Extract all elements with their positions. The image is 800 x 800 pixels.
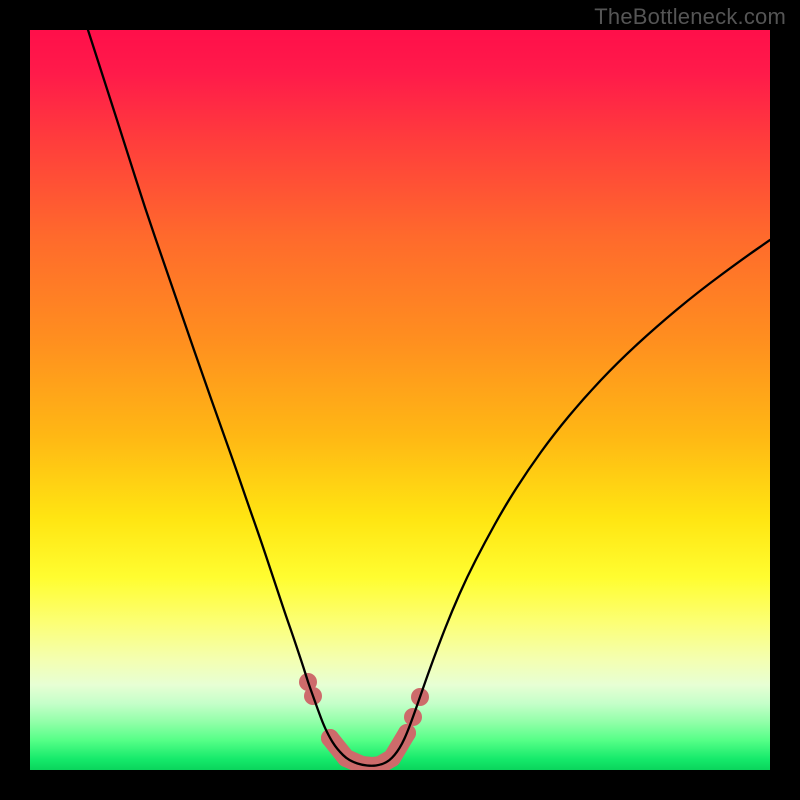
plot-svg [30,30,770,770]
watermark-text: TheBottleneck.com [594,4,786,30]
gradient-background [30,30,770,770]
chart-canvas: TheBottleneck.com [0,0,800,800]
plot-area [30,30,770,770]
